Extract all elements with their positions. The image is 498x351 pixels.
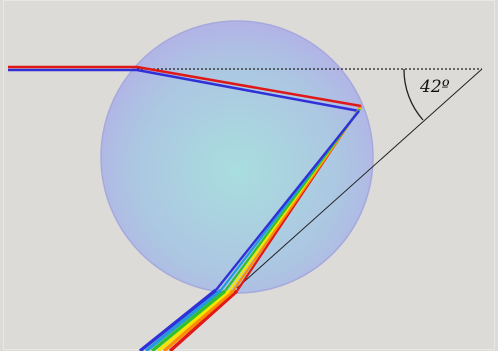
angle-label: 42º: [419, 77, 450, 97]
reflected-spectrum: [215, 105, 362, 292]
exit-ray-blue: [138, 288, 218, 351]
refracted-ray-red: [136, 65, 362, 108]
exit-spectrum: [138, 288, 239, 351]
exit-ray-red: [168, 289, 239, 351]
exit-ray-green: [150, 289, 227, 351]
refracted-ray-blue: [136, 68, 360, 113]
reflected-ray-blue: [215, 110, 360, 291]
exit-extension-line: [236, 68, 483, 289]
frame-border: [3, 0, 495, 350]
exit-ray-orange: [162, 289, 235, 351]
exit-ray-cyan: [144, 288, 223, 351]
exit-ray-yellow: [156, 289, 231, 351]
angle-arc: [403, 68, 424, 121]
water-droplet: [100, 20, 374, 294]
